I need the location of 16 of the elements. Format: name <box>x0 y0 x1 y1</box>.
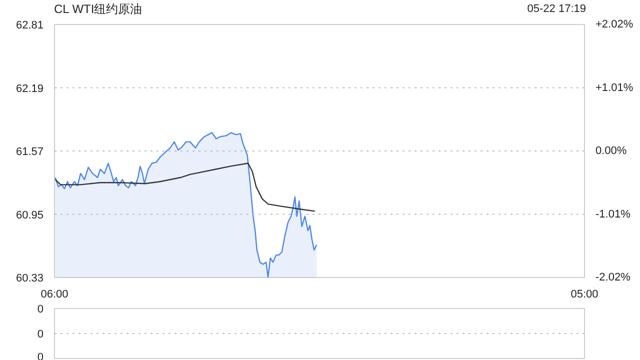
y2-tick-label: +1.01% <box>596 82 634 94</box>
x-tick-label: 06:00 <box>40 288 68 300</box>
y-tick-label: 60.95 <box>16 209 44 222</box>
text: 05-22 17:19 <box>527 2 586 17</box>
text: 0 <box>37 328 44 340</box>
y2-tick-label: -1.01% <box>596 208 631 220</box>
y-tick-label: 62.19 <box>16 82 44 95</box>
y-tick-label: 62.81 <box>16 20 44 32</box>
y-tick-label: 61.57 <box>16 146 44 158</box>
y2-tick-label: -2.02% <box>596 272 631 284</box>
chart-title: CL WTI纽约原油 <box>54 1 142 18</box>
y-tick-label: 60.33 <box>16 272 44 284</box>
text: 0 <box>37 304 44 316</box>
x-tick-label: 05:00 <box>570 288 598 300</box>
y2-tick-label: 0.00% <box>596 145 627 157</box>
y2-tick-label: +2.02% <box>596 18 634 30</box>
